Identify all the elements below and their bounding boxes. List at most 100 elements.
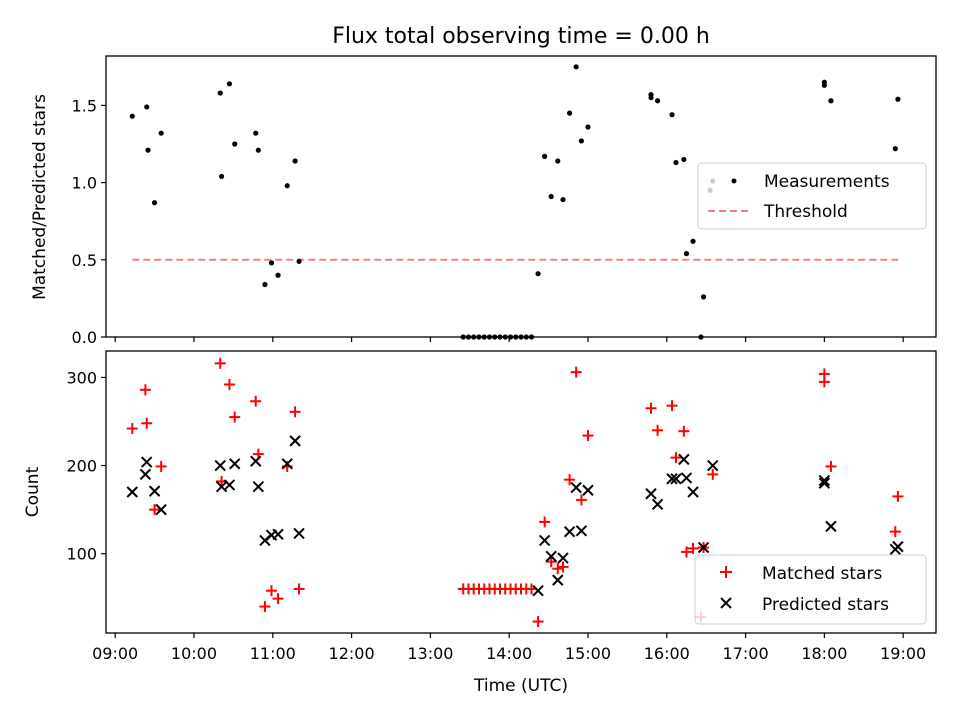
matched-star-point	[293, 583, 305, 595]
matched-star-point	[223, 378, 235, 390]
measurement-point	[226, 81, 233, 87]
predicted-star-point	[141, 456, 153, 468]
x-tick-label: 09:00	[92, 644, 138, 663]
matched-star-point	[149, 504, 161, 516]
measurement-point	[828, 98, 834, 104]
x-tick-label: 16:00	[644, 644, 690, 663]
count-y-tick-label: 200	[66, 457, 97, 476]
predicted-star-point	[250, 455, 262, 467]
matched-star-point	[532, 616, 544, 628]
x-axis-label: Time (UTC)	[473, 676, 568, 696]
predicted-star-point	[289, 435, 301, 447]
measurement-point	[535, 271, 541, 277]
predicted-star-point	[575, 525, 588, 537]
x-tick-label: 11:00	[250, 644, 296, 663]
chart-title: Flux total observing time = 0.00 h	[332, 24, 710, 49]
legend-measurements-label: Measurements	[764, 172, 890, 192]
measurement-point	[542, 153, 548, 159]
ratio-panel: 0.0 0.5 1.0 1.5 Matched/Predicted stars Mea…	[30, 55, 937, 347]
ratio-y-tick-label: 1.5	[72, 96, 97, 115]
measurement-point	[669, 112, 675, 118]
predicted-star-point	[538, 534, 551, 547]
predicted-star-point	[892, 540, 904, 553]
matched-star-point	[687, 542, 699, 554]
measurement-point	[129, 113, 135, 119]
matched-star-point	[265, 585, 277, 597]
matched-star-point	[552, 563, 564, 575]
predicted-star-point	[545, 550, 557, 563]
predicted-star-point	[532, 584, 544, 597]
matched-star-point	[575, 494, 587, 506]
legend-predicted-label: Predicted stars	[762, 595, 889, 615]
measurement-point	[145, 147, 151, 153]
predicted-star-point	[281, 458, 293, 470]
measurement-point	[144, 104, 150, 110]
predicted-star-point	[139, 468, 152, 481]
predicted-star-point	[825, 520, 837, 533]
count-y-tick-label: 300	[66, 368, 97, 387]
matched-star-point	[582, 430, 594, 442]
predicted-star-point	[148, 485, 161, 497]
matched-star-point	[889, 526, 901, 538]
count-panel: 100 200 300 09:00 10:00 11:00 12:00 13:00 14:00 1…	[23, 350, 937, 696]
measurement-point	[892, 146, 898, 152]
matched-star-point	[825, 460, 837, 472]
measurement-point	[681, 156, 687, 163]
predicted-star-point	[582, 484, 594, 496]
matched-star-point	[141, 417, 153, 429]
ratio-legend-box	[697, 162, 927, 230]
ratio-legend: Measurements Threshold	[697, 162, 927, 230]
predicted-star-point	[678, 453, 690, 466]
ratio-y-tick-label: 1.0	[72, 174, 97, 193]
legend-measurements-marker	[731, 178, 737, 184]
measurement-point	[566, 110, 573, 116]
matched-star-point	[250, 395, 262, 407]
predicted-star-point	[697, 541, 710, 554]
predicted-star-point	[563, 525, 576, 538]
matched-star-point	[670, 452, 682, 464]
x-tick-label: 12:00	[329, 644, 375, 663]
measurement-point	[151, 200, 158, 206]
predicted-star-point	[666, 473, 678, 485]
measurement-point	[578, 138, 585, 144]
measurement-point	[217, 90, 223, 96]
predicted-star-point	[214, 459, 226, 472]
x-tick-label: 17:00	[723, 644, 769, 663]
measurement-point	[218, 173, 225, 180]
predicted-star-point	[687, 486, 699, 498]
predicted-star-point	[570, 481, 582, 494]
measurement-point	[253, 130, 259, 136]
predicted-star-point	[126, 486, 138, 498]
measurement-point	[232, 141, 238, 147]
legend-predicted-marker	[720, 597, 732, 609]
x-tick-label: 18:00	[801, 644, 847, 663]
measurement-point	[895, 96, 901, 102]
matched-star-point	[214, 357, 226, 369]
matched-star-point	[126, 423, 138, 435]
matched-star-point	[680, 546, 692, 558]
predicted-star-point	[223, 479, 236, 491]
measurement-point	[292, 158, 298, 164]
matched-star-point	[539, 516, 551, 528]
matched-star-point	[818, 376, 830, 388]
predicted-star-point	[272, 528, 284, 541]
predicted-star-point	[155, 503, 167, 516]
matched-star-point	[645, 402, 657, 414]
count-y-axis-label: Count	[23, 466, 43, 517]
count-panel-frame	[105, 350, 937, 634]
matched-star-point	[229, 411, 241, 423]
predicted-star-point	[228, 458, 241, 470]
matched-star-point	[707, 468, 719, 480]
ratio-y-tick-label: 0.5	[72, 251, 97, 270]
x-tick-label: 13:00	[407, 644, 453, 663]
matched-star-point	[139, 384, 151, 396]
matched-star-point	[652, 424, 664, 436]
measurement-point	[284, 183, 290, 189]
predicted-star-point	[557, 552, 569, 564]
x-tick-label: 15:00	[565, 644, 611, 663]
ratio-y-axis-label: Matched/Predicted stars	[30, 94, 50, 300]
predicted-star-point	[651, 498, 664, 511]
measurement-point	[683, 251, 690, 257]
legend-threshold-label: Threshold	[763, 202, 848, 222]
